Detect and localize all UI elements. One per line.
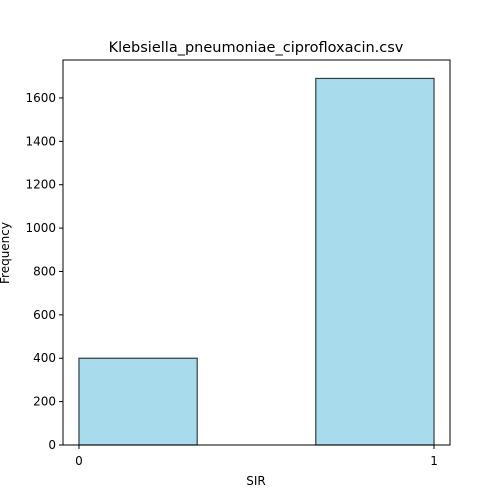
y-tick-label-5: 1000 [25,221,56,235]
x-axis-label: SIR [246,474,266,488]
y-tick-label-4: 800 [33,264,56,278]
y-axis-ticks: 0 200 400 600 800 1000 1200 1400 1600 [25,91,63,452]
y-tick-label-8: 1600 [25,91,56,105]
x-tick-label-0: 0 [75,454,83,468]
chart-title: Klebsiella_pneumoniae_ciprofloxacin.csv [109,40,404,56]
bar-0 [78,357,198,446]
y-tick-label-0: 0 [48,438,56,452]
bar-1 [315,77,435,446]
x-tick-label-1: 1 [430,454,438,468]
y-tick-label-3: 600 [33,308,56,322]
y-axis-label: Frequency [0,222,12,284]
y-tick-label-2: 400 [33,351,56,365]
bars-group [78,77,435,446]
y-tick-label-1: 200 [33,395,56,409]
plot-frame [62,59,451,446]
y-tick-label-6: 1200 [25,178,56,192]
y-tick-label-7: 1400 [25,134,56,148]
